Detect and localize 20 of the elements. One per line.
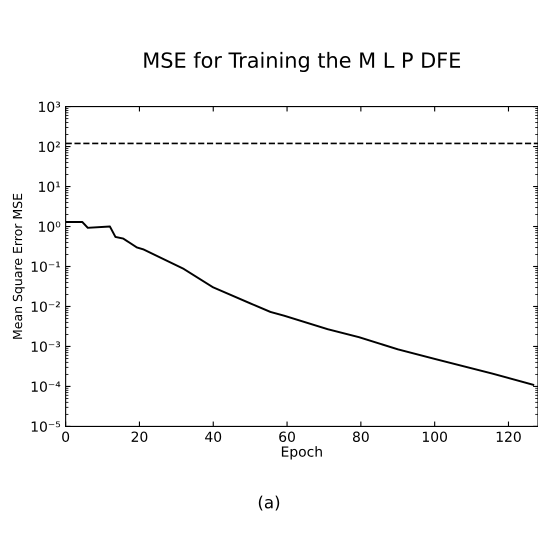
x-tick-label: 40 [205, 432, 222, 442]
text: (a) [258, 496, 280, 510]
x-tick-label: 80 [352, 432, 369, 442]
y-tick-label: 10² [39, 142, 60, 152]
x-tick-label: 20 [132, 432, 148, 442]
y-tick-label: 10⁻³ [32, 341, 60, 352]
x-axis-title: Epoch [282, 446, 322, 460]
y-axis-title: Mean Square Error MSE [12, 194, 25, 339]
y-tick-label: 10⁻² [32, 301, 60, 312]
x-tick-label: 120 [496, 432, 521, 442]
y-tick-label: 10⁻⁴ [32, 381, 60, 392]
x-tick-label: 60 [279, 432, 295, 442]
y-tick-label: 10¹ [39, 182, 60, 192]
x-tick-label: 100 [422, 432, 448, 442]
y-tick-label: 10³ [39, 102, 60, 112]
chart-title: MSE for Training the M L P DFE [144, 52, 460, 72]
y-tick-label: 10⁻⁵ [32, 421, 60, 432]
x-tick-label: 0 [62, 432, 70, 442]
y-tick-label: 10⁻¹ [32, 261, 60, 272]
y-tick-label: 10⁰ [39, 221, 60, 232]
